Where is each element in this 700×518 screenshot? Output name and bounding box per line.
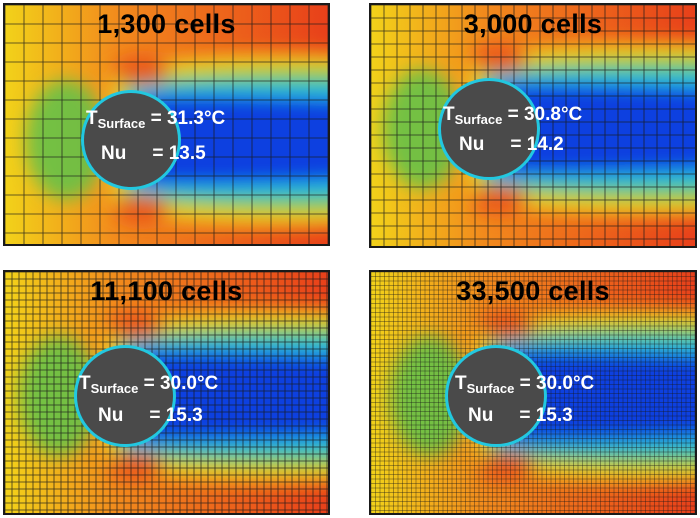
mesh-panel-11100: 11,100 cells TSurface = 30.0°C Nu = 15.3 bbox=[3, 270, 330, 515]
temperature-field-33500 bbox=[371, 272, 695, 513]
cylinder bbox=[448, 348, 544, 444]
nusselt-label: Nu = 15.3 bbox=[468, 405, 573, 426]
nusselt-label: Nu = 15.3 bbox=[98, 405, 203, 426]
surface-temperature-label: TSurface = 30.0°C bbox=[455, 373, 595, 396]
mesh-panel-1300: 1,300 cells TSurface = 31.3°C Nu = 13.5 bbox=[3, 3, 330, 246]
mesh-panel-3000: 3,000 cells TSurface = 30.8°C Nu = 14.2 bbox=[369, 3, 697, 248]
panel-title: 33,500 cells bbox=[456, 276, 610, 306]
cylinder bbox=[77, 348, 173, 444]
cylinder bbox=[441, 81, 537, 177]
temperature-field-3000 bbox=[371, 5, 695, 246]
surface-temperature-label: TSurface = 31.3°C bbox=[86, 108, 226, 131]
temperature-field-11100 bbox=[5, 272, 328, 513]
wake-region bbox=[26, 54, 328, 226]
wake-region bbox=[383, 43, 695, 215]
temperature-field-1300 bbox=[5, 5, 328, 244]
surface-temperature-label: TSurface = 30.8°C bbox=[443, 104, 583, 127]
nusselt-label: Nu = 13.5 bbox=[101, 143, 206, 164]
cylinder bbox=[84, 93, 178, 187]
panel-title: 3,000 cells bbox=[463, 9, 603, 39]
panel-title: 11,100 cells bbox=[90, 276, 243, 306]
thermal-field bbox=[5, 5, 328, 244]
mesh-panel-33500: 33,500 cells TSurface = 30.0°C Nu = 15.3 bbox=[369, 270, 697, 515]
nusselt-label: Nu = 14.2 bbox=[459, 134, 564, 155]
surface-temperature-label: TSurface = 30.0°C bbox=[79, 373, 219, 396]
panel-title: 1,300 cells bbox=[97, 9, 236, 39]
